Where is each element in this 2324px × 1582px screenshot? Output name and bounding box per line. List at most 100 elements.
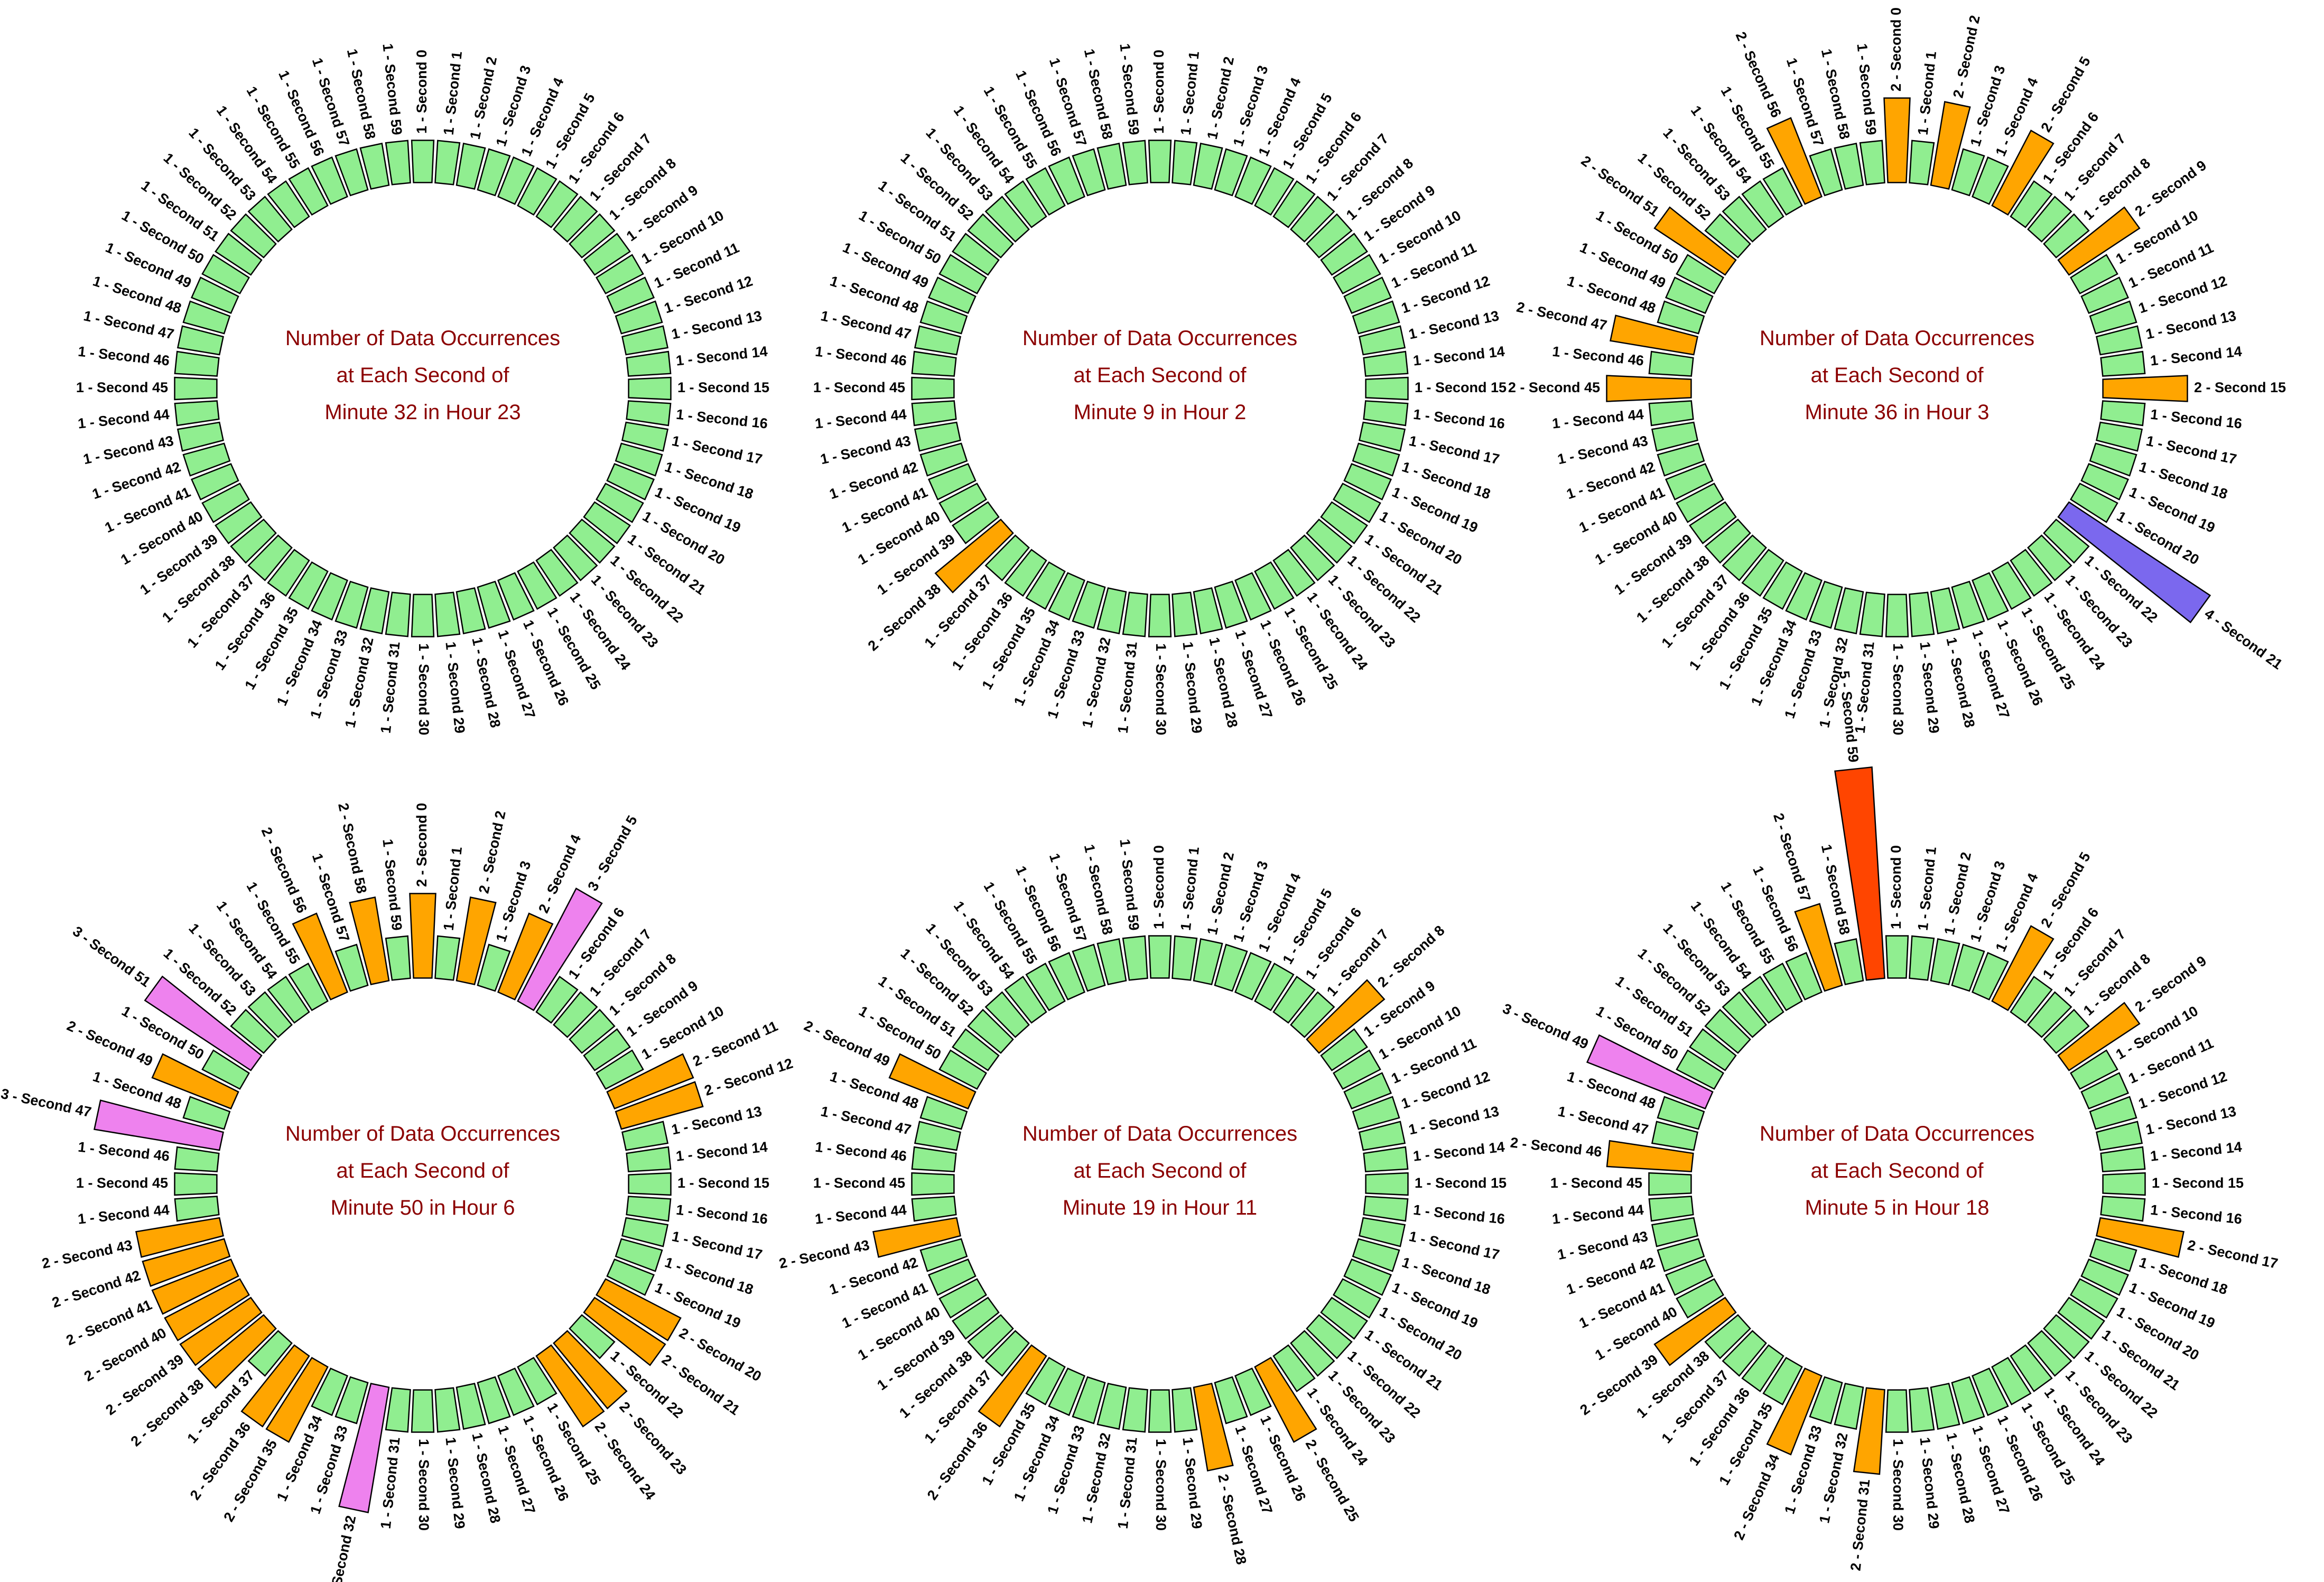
segment-second-47: [914, 325, 961, 356]
segment-second-40: [164, 1278, 250, 1342]
segment-second-19: [1343, 1258, 1392, 1296]
segment-second-36: [978, 1344, 1047, 1428]
segment-second-28: [1193, 1383, 1234, 1472]
segment-second-24: [1272, 1344, 1316, 1392]
label-second-21: 4 - Second 21: [2201, 606, 2285, 673]
label-second-2: 1 - Second 2: [1204, 850, 1237, 936]
segment-second-23: [1290, 534, 1335, 581]
label-second-45: 1 - Second 45: [813, 1175, 905, 1191]
segment-second-57: [1072, 148, 1106, 197]
label-second-1: 1 - Second 1: [441, 846, 465, 931]
chart-5-title-line-1: Number of Data Occurrences: [1022, 1122, 1297, 1145]
chart-4-title-line-1: Number of Data Occurrences: [285, 1122, 560, 1145]
label-second-45: 1 - Second 45: [76, 380, 168, 395]
label-second-15: 1 - Second 15: [1415, 1175, 1507, 1191]
label-second-0: 2 - Second 0: [1888, 7, 1904, 91]
label-second-0: 1 - Second 0: [414, 50, 430, 134]
segment-second-13: [621, 325, 669, 356]
label-second-32: 1 - Second 32: [1079, 636, 1114, 729]
segment-second-10: [1333, 1049, 1381, 1090]
chart-4-title-line-2: at Each Second of: [337, 1159, 510, 1182]
label-second-2: 1 - Second 2: [467, 55, 500, 141]
segment-second-25: [1254, 1357, 1317, 1443]
label-second-28: 1 - Second 28: [469, 636, 504, 729]
segment-second-58: [1096, 142, 1127, 190]
label-second-43: 2 - Second 43: [778, 1237, 871, 1272]
label-second-29: 1 - Second 29: [442, 1437, 468, 1530]
chart-5-title-line-3: Minute 19 in Hour 11: [1063, 1196, 1257, 1219]
segment-second-56: [1048, 951, 1086, 1001]
segment-second-7: [553, 991, 598, 1038]
segment-second-1: [1909, 935, 1935, 981]
segment-second-0: [1148, 140, 1172, 183]
segment-second-43: [176, 421, 224, 452]
label-second-17: 1 - Second 17: [671, 433, 764, 468]
segment-second-25: [1254, 561, 1295, 610]
segment-second-39: [952, 501, 1000, 544]
chart-3-segments: [1606, 97, 2211, 637]
segment-second-53: [984, 991, 1030, 1038]
label-second-15: 1 - Second 15: [2152, 1175, 2244, 1191]
segment-second-14: [1363, 1146, 1409, 1172]
label-second-57: 2 - Second 57: [1770, 811, 1814, 904]
segment-second-51: [952, 233, 1000, 276]
segment-second-46: [174, 1146, 220, 1172]
label-second-29: 1 - Second 29: [1179, 1437, 1205, 1530]
label-second-47: 1 - Second 47: [1556, 1103, 1650, 1138]
label-second-28: 1 - Second 28: [469, 1431, 504, 1525]
segment-second-48: [1657, 1096, 1705, 1130]
segment-second-20: [1333, 483, 1381, 523]
segment-second-5: [1991, 129, 2055, 216]
segment-second-17: [2096, 421, 2143, 452]
label-second-30: 1 - Second 30: [1153, 1439, 1169, 1531]
segment-second-1: [1172, 935, 1198, 981]
segment-second-2: [1193, 142, 1223, 190]
segment-second-59: [385, 140, 411, 186]
segment-second-17: [1359, 1217, 1406, 1247]
label-second-15: 1 - Second 15: [677, 1175, 769, 1191]
segment-second-20: [1333, 1278, 1381, 1319]
segment-second-14: [1363, 350, 1409, 377]
segment-second-56: [1766, 117, 1823, 205]
segment-second-54: [267, 976, 310, 1024]
segment-second-15: [628, 1172, 672, 1196]
label-second-16: 1 - Second 16: [675, 1202, 768, 1227]
segment-second-47: [1651, 1121, 1698, 1151]
segment-second-22: [2043, 519, 2090, 564]
segment-second-9: [2057, 206, 2141, 276]
segment-second-37: [1722, 1330, 1767, 1377]
segment-second-18: [2089, 1238, 2137, 1272]
segment-second-54: [1741, 180, 1784, 228]
segment-second-10: [1333, 254, 1381, 294]
segment-second-48: [182, 300, 231, 335]
segment-second-49: [1665, 276, 1714, 314]
label-second-2: 1 - Second 2: [1204, 55, 1237, 141]
radial-chart-3: 2 - Second 0 1 - Second 1 2 - Second 2 1 - …: [1508, 7, 2286, 735]
segment-second-25: [517, 1357, 557, 1405]
segment-second-48: [919, 300, 968, 335]
segment-second-16: [2100, 1196, 2146, 1222]
segment-second-35: [1025, 561, 1066, 610]
segment-second-6: [1272, 180, 1316, 228]
label-second-46: 1 - Second 46: [77, 1139, 170, 1164]
label-second-58: 1 - Second 58: [1081, 48, 1116, 141]
segment-second-35: [1762, 561, 1803, 610]
segment-second-16: [626, 400, 672, 427]
segment-second-42: [182, 442, 231, 477]
segment-second-57: [1794, 903, 1843, 992]
label-second-47: 2 - Second 47: [1515, 299, 1609, 334]
chart-3-title-line-3: Minute 36 in Hour 3: [1805, 401, 1989, 424]
segment-second-6: [2010, 976, 2053, 1024]
label-second-32: 3 - Second 32: [324, 1514, 359, 1582]
segment-second-33: [334, 1376, 369, 1424]
label-second-14: 1 - Second 14: [2150, 344, 2243, 369]
segment-second-32: [1834, 587, 1864, 635]
segment-second-0: [411, 140, 435, 183]
segment-second-45: [1606, 375, 1692, 402]
segment-second-4: [1234, 156, 1272, 205]
segment-second-4: [497, 912, 554, 1001]
segment-second-46: [911, 350, 957, 377]
